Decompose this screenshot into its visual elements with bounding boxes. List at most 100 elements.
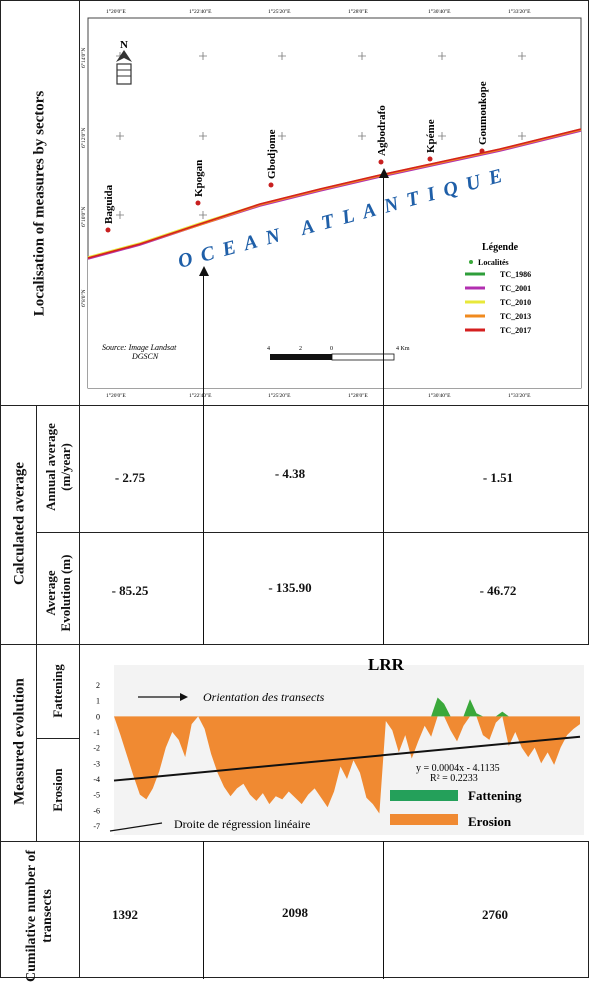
annual-value-2: - 4.38 xyxy=(274,466,306,481)
map-ticks-left: 6°14'0"N 6°12'0"N 6°10'0"N 6°8'0"N xyxy=(80,48,87,307)
legend-localites-dot xyxy=(469,260,473,264)
row-divider xyxy=(36,532,589,533)
map-source: Source: Image Landsat DGSCN xyxy=(102,343,178,361)
row-label-calculated: Calculated average xyxy=(11,462,28,585)
locality-dot xyxy=(268,182,274,188)
map-tick-top: 1°22'40"E xyxy=(189,8,212,15)
grid-cross xyxy=(199,132,207,140)
locality-dot xyxy=(378,159,384,165)
chart-legend: Fattening Erosion xyxy=(390,788,522,829)
regression-line xyxy=(113,735,581,782)
coastlines xyxy=(87,128,582,260)
y-tick-label: -2 xyxy=(93,744,100,753)
grid-cross xyxy=(518,132,526,140)
scale-label: 0 xyxy=(330,346,333,352)
locality-label: Kpogan xyxy=(193,160,205,197)
legend-title: Légende xyxy=(482,242,519,253)
y-tick-label: 1 xyxy=(96,697,100,706)
legend-label: TC_2013 xyxy=(500,312,531,321)
row-label-fattening: Fattening xyxy=(50,664,65,718)
y-tick-label: 2 xyxy=(96,681,100,690)
grid-cross xyxy=(518,52,526,60)
grid-cross xyxy=(358,132,366,140)
legend-label: TC_2001 xyxy=(500,284,531,293)
map-tick-bottom: 1°30'40"E xyxy=(428,392,451,399)
y-tick-label: 0 xyxy=(96,712,100,721)
transect-marker-line xyxy=(383,172,384,979)
erosion-area xyxy=(114,716,580,814)
evolution-value-1: - 85.25 xyxy=(111,583,149,598)
map-ticks-top: 1°20'0"E 1°22'40"E 1°25'20"E 1°28'0"E 1°30'4… xyxy=(106,8,531,15)
legend-fattening-label: Fattening xyxy=(468,788,522,803)
grid-cross xyxy=(278,52,286,60)
row-label-measured: Measured evolution xyxy=(11,678,28,805)
cumulative-label: Cumilative number of transects xyxy=(24,850,55,982)
orientation-label: Orientation des transects xyxy=(203,690,325,704)
north-label: N xyxy=(120,39,128,51)
source-line: DGSCN xyxy=(131,352,159,361)
map-tick-left: 6°14'0"N xyxy=(80,48,87,68)
scale-label: 4 xyxy=(267,346,270,352)
col-divider xyxy=(36,405,37,841)
map-tick-bottom: 1°20'0"E xyxy=(106,392,126,399)
legend-label: TC_2017 xyxy=(500,326,531,335)
map-tick-top: 1°33'20"E xyxy=(508,8,531,15)
row-divider xyxy=(0,841,589,842)
grid-cross xyxy=(116,211,124,219)
legend-erosion-swatch xyxy=(390,814,458,825)
lrr-chart: 2 1 0 -1 -2 -3 -4 -5 -6 -7 LRR y = 0.0004x - 4.11… xyxy=(80,645,589,841)
y-tick-label: -3 xyxy=(93,759,100,768)
row-label-cumulative: Cumilative number of transects xyxy=(24,846,56,986)
row-divider xyxy=(0,405,589,406)
sea-area xyxy=(88,130,581,388)
map-tick-left: 6°12'0"N xyxy=(80,128,87,148)
locality-label: Kpéme xyxy=(425,119,437,153)
y-tick-label: -6 xyxy=(93,806,100,815)
map-tick-top: 1°30'40"E xyxy=(428,8,451,15)
transect-marker-line xyxy=(203,270,204,979)
legend-erosion-label: Erosion xyxy=(468,814,512,829)
row-label-annual: Annual average (m/year) xyxy=(43,407,73,527)
map-tick-top: 1°25'20"E xyxy=(268,8,291,15)
chart-title: LRR xyxy=(368,655,405,674)
regression-equation: y = 0.0004x - 4.1135 xyxy=(416,763,500,774)
coastline-map: 1°20'0"E 1°22'40"E 1°25'20"E 1°28'0"E 1°30'4… xyxy=(80,8,582,399)
locality-label: Goumoukope xyxy=(477,81,489,145)
source-line: Source: Image Landsat xyxy=(102,343,177,352)
y-tick-label: -1 xyxy=(93,728,100,737)
locality-dot xyxy=(427,156,433,162)
locality-label: Gbodjome xyxy=(266,129,278,179)
evolution-label: Average Evolution (m) xyxy=(43,554,73,632)
map-legend: Légende Localités TC_1986 TC_2001 TC_2010 T… xyxy=(465,242,531,335)
grid-cross xyxy=(116,132,124,140)
chart-series xyxy=(114,697,580,814)
localities: Baguida Kpogan Gbodjome Agbodrafo Kpéme Goumo… xyxy=(103,81,489,233)
legend-label: TC_2010 xyxy=(500,298,531,307)
map-tick-left: 6°8'0"N xyxy=(80,289,87,307)
regression-annotation: Droite de régression linéaire xyxy=(109,817,310,832)
row-label-erosion: Erosion xyxy=(50,768,65,812)
scale-bar: 4 2 0 4 Km xyxy=(267,346,410,361)
annual-label: Annual average (m/year) xyxy=(43,423,73,511)
grid-cross xyxy=(199,211,207,219)
locality-label: Baguida xyxy=(103,184,115,224)
row-label-evolution: Average Evolution (m) xyxy=(43,533,73,653)
locality-dot xyxy=(479,148,485,154)
legend-fattening-swatch xyxy=(390,790,458,801)
map-tick-left: 6°10'0"N xyxy=(80,207,87,227)
transect-value-2: 2098 xyxy=(282,905,308,920)
row-label-localisation: Localisation of measures by sectors xyxy=(31,90,48,317)
y-tick-label: -5 xyxy=(93,791,100,800)
grid-cross xyxy=(438,52,446,60)
locality-dot xyxy=(105,227,111,233)
regression-label: Droite de régression linéaire xyxy=(174,817,310,831)
annual-value-1: - 2.75 xyxy=(114,470,146,485)
orientation-annotation: Orientation des transects xyxy=(138,690,325,704)
evolution-value-3: - 46.72 xyxy=(479,583,517,598)
grid-cross xyxy=(358,52,366,60)
map-tick-bottom: 1°22'40"E xyxy=(189,392,212,399)
scale-label: 2 xyxy=(299,346,302,352)
map-tick-bottom: 1°28'0"E xyxy=(348,392,368,399)
annual-value-3: - 1.51 xyxy=(482,470,514,485)
